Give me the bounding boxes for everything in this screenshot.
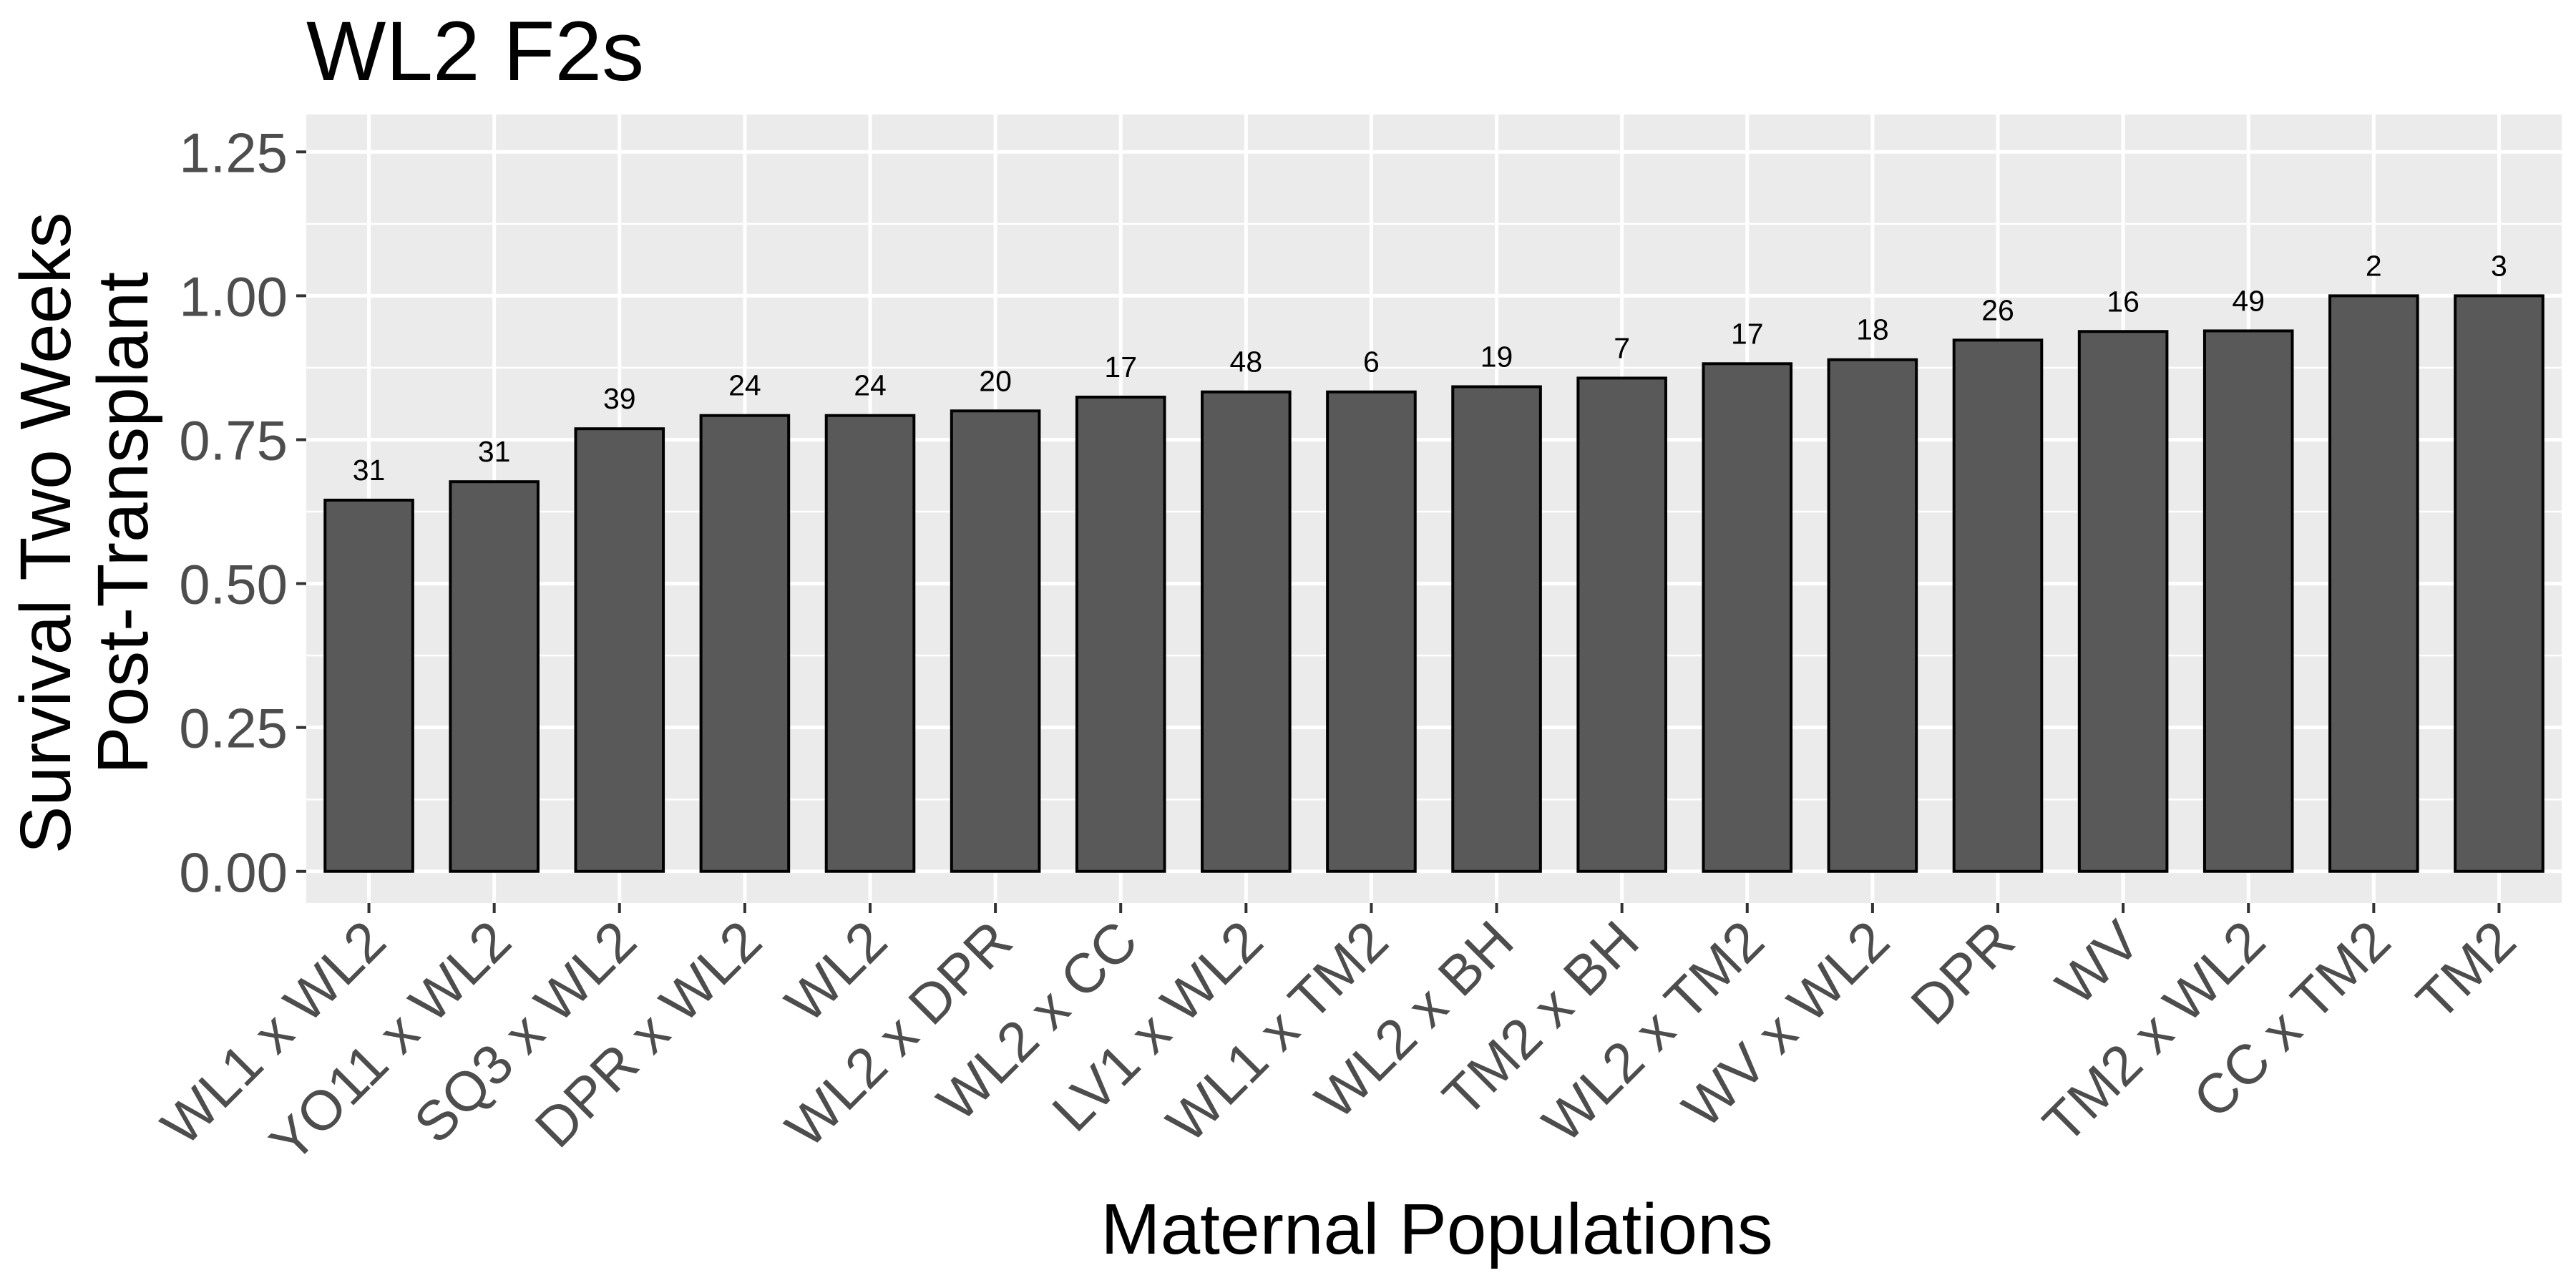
bar-count-label: 39 (603, 382, 636, 415)
bar (950, 409, 1041, 873)
bar (1702, 362, 1793, 873)
bar (1952, 338, 2044, 873)
bars (323, 294, 2545, 873)
bar-count-label: 48 (1230, 346, 1263, 379)
chart-title: WL2 F2s (306, 4, 644, 99)
y-axis-title-line-2: Post-Transplant (83, 272, 163, 774)
bar-count-label: 19 (1480, 340, 1513, 373)
y-axis-title: Survival Two Weeks Post-Transplant (6, 192, 163, 854)
bar-count-label: 26 (1981, 293, 2014, 326)
bar (2454, 294, 2545, 873)
bar (323, 498, 414, 873)
bar-count-label: 3 (2491, 249, 2507, 282)
bar (2202, 329, 2294, 873)
bar-count-label: 17 (1731, 317, 1764, 350)
bar (1576, 376, 1667, 873)
bar-count-label: 24 (728, 369, 761, 402)
bar-count-label: 31 (353, 454, 386, 487)
y-tick-label: 0.00 (179, 841, 288, 904)
bar-count-label: 18 (1856, 313, 1889, 346)
bar-count-label: 17 (1104, 351, 1137, 384)
y-tick-label: 0.75 (179, 409, 288, 472)
minor-gridlines (306, 223, 2562, 801)
y-tick-label: 1.00 (179, 265, 288, 328)
bar (1326, 390, 1417, 873)
bar (1075, 395, 1166, 873)
bar (2077, 330, 2169, 873)
bar (1451, 385, 1542, 873)
y-tick-label: 1.25 (179, 121, 288, 184)
plot-panel (306, 114, 2562, 903)
bar-count-label: 49 (2232, 284, 2265, 317)
bar-count-label: 31 (478, 435, 511, 468)
bar (1201, 390, 1292, 873)
bar-count-label: 2 (2366, 249, 2382, 282)
bar (2328, 294, 2419, 873)
bar (824, 414, 916, 873)
y-tick-label: 0.50 (179, 553, 288, 616)
bar-count-labels: 31 31 39 24 24 20 17 48 6 19 7 17 18 26 16 49 2 3 (353, 249, 2507, 487)
y-axis: 0.00 0.25 0.50 0.75 1.00 1.25 (179, 121, 306, 904)
x-tick-label: TM2 (2404, 909, 2528, 1033)
bar-count-label: 7 (1614, 331, 1630, 364)
x-tick-label: DPR (1898, 909, 2026, 1037)
bar (699, 414, 791, 873)
bar-count-label: 6 (1363, 346, 1380, 379)
bar-count-label: 20 (979, 364, 1012, 397)
bar (1827, 358, 1918, 873)
x-axis-title: Maternal Populations (1101, 1189, 1772, 1269)
bar (574, 427, 665, 873)
bar-count-label: 24 (854, 369, 887, 402)
y-tick-label: 0.25 (179, 697, 288, 760)
y-axis-title-line-1: Survival Two Weeks (6, 213, 86, 854)
x-tick-label: WV (2044, 909, 2152, 1017)
bar (449, 480, 540, 873)
bar-count-label: 16 (2107, 285, 2140, 318)
